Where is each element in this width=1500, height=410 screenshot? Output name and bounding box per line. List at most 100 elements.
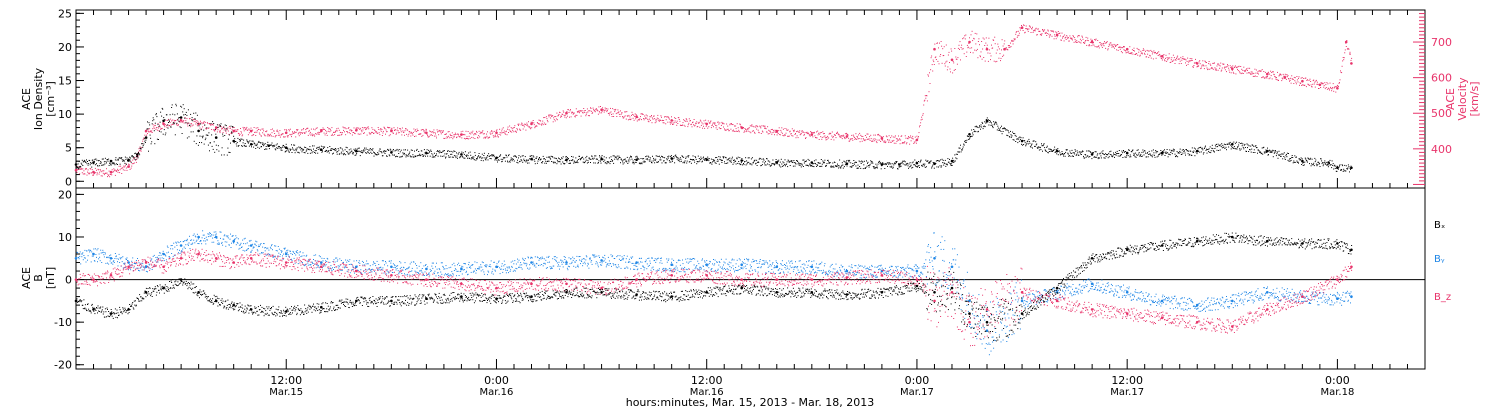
density-sample bbox=[281, 147, 282, 149]
density-point bbox=[136, 153, 139, 156]
density-sample bbox=[668, 160, 670, 162]
velocity-sample bbox=[632, 117, 634, 119]
density-sample bbox=[339, 153, 341, 155]
velocity-sample bbox=[732, 124, 734, 126]
density-sample bbox=[692, 155, 694, 157]
density-sample bbox=[1097, 153, 1099, 155]
velocity-sample bbox=[1284, 76, 1286, 78]
density-sample bbox=[1095, 156, 1097, 158]
velocity-sample bbox=[1166, 57, 1168, 59]
density-sample bbox=[1054, 146, 1056, 148]
velocity-sample bbox=[497, 134, 498, 136]
velocity-sample bbox=[991, 44, 992, 46]
density-sample bbox=[410, 156, 412, 158]
velocity-sample bbox=[257, 127, 259, 129]
velocity-sample bbox=[712, 122, 714, 124]
velocity-sample bbox=[559, 112, 561, 113]
density-sample bbox=[851, 166, 853, 168]
velocity-sample bbox=[899, 143, 901, 145]
velocity-sample bbox=[965, 34, 967, 36]
velocity-sample bbox=[735, 125, 737, 127]
velocity-sample bbox=[1243, 66, 1245, 68]
velocity-sample bbox=[923, 104, 925, 106]
velocity-sample bbox=[221, 127, 223, 129]
velocity-sample bbox=[199, 127, 201, 129]
velocity-sample bbox=[574, 115, 576, 117]
density-sample bbox=[225, 129, 227, 131]
density-sample bbox=[548, 160, 550, 162]
velocity-sample bbox=[1065, 36, 1067, 38]
density-sample bbox=[461, 151, 463, 153]
density-sample bbox=[564, 160, 566, 161]
density-sample bbox=[963, 144, 965, 146]
velocity-sample bbox=[846, 132, 847, 134]
density-sample bbox=[180, 105, 182, 107]
velocity-sample bbox=[717, 121, 719, 123]
density-sample bbox=[636, 155, 638, 157]
density-sample bbox=[917, 165, 919, 167]
density-sample bbox=[1143, 154, 1145, 156]
density-sample bbox=[863, 164, 865, 166]
velocity-sample bbox=[499, 128, 501, 130]
velocity-sample bbox=[534, 127, 536, 129]
velocity-sample bbox=[1113, 46, 1114, 48]
density-tick-label: 0 bbox=[65, 175, 72, 188]
density-sample bbox=[125, 163, 127, 165]
velocity-sample bbox=[1060, 39, 1062, 41]
density-sample bbox=[1061, 151, 1063, 153]
density-sample bbox=[564, 163, 566, 165]
density-sample bbox=[387, 149, 389, 151]
density-sample bbox=[1022, 137, 1024, 139]
velocity-sample bbox=[128, 166, 130, 167]
density-sample bbox=[1064, 153, 1066, 154]
velocity-sample bbox=[693, 124, 694, 126]
velocity-sample bbox=[995, 52, 997, 54]
density-sample bbox=[805, 164, 807, 166]
density-sample bbox=[153, 119, 155, 121]
density-sample bbox=[101, 158, 103, 160]
density-sample bbox=[365, 152, 367, 154]
velocity-sample bbox=[986, 44, 988, 46]
density-sample bbox=[444, 153, 446, 155]
velocity-sample bbox=[500, 132, 502, 134]
velocity-sample bbox=[1108, 43, 1110, 45]
velocity-sample bbox=[435, 135, 437, 137]
density-sample bbox=[784, 159, 786, 161]
velocity-sample bbox=[826, 138, 828, 140]
density-sample bbox=[508, 154, 510, 156]
velocity-sample bbox=[888, 135, 890, 137]
density-sample bbox=[963, 143, 965, 145]
density-sample bbox=[848, 161, 850, 163]
velocity-sample bbox=[1295, 81, 1297, 83]
density-sample bbox=[178, 120, 180, 122]
density-sample bbox=[788, 160, 790, 162]
velocity-sample bbox=[293, 132, 295, 134]
velocity-sample bbox=[152, 124, 154, 126]
velocity-sample bbox=[869, 136, 871, 138]
velocity-sample bbox=[1151, 53, 1153, 55]
density-sample bbox=[898, 163, 899, 165]
velocity-sample bbox=[114, 174, 116, 176]
density-sample bbox=[244, 145, 246, 147]
density-sample bbox=[903, 160, 905, 162]
density-sample bbox=[736, 158, 738, 160]
velocity-sample bbox=[1136, 47, 1138, 49]
density-sample bbox=[1171, 149, 1173, 151]
velocity-sample bbox=[83, 170, 85, 172]
density-sample bbox=[107, 159, 108, 161]
density-sample bbox=[942, 159, 944, 161]
density-sample bbox=[119, 163, 121, 165]
velocity-sample bbox=[1097, 46, 1099, 47]
density-sample bbox=[480, 156, 482, 158]
density-sample bbox=[678, 158, 680, 160]
velocity-sample bbox=[339, 134, 341, 136]
density-sample bbox=[215, 144, 217, 146]
density-sample bbox=[99, 165, 101, 167]
velocity-sample bbox=[308, 130, 310, 132]
velocity-sample bbox=[765, 127, 766, 129]
velocity-sample bbox=[799, 134, 801, 136]
density-sample bbox=[514, 155, 516, 157]
density-sample bbox=[366, 149, 368, 150]
density-sample bbox=[649, 157, 651, 159]
velocity-sample bbox=[1341, 65, 1343, 67]
